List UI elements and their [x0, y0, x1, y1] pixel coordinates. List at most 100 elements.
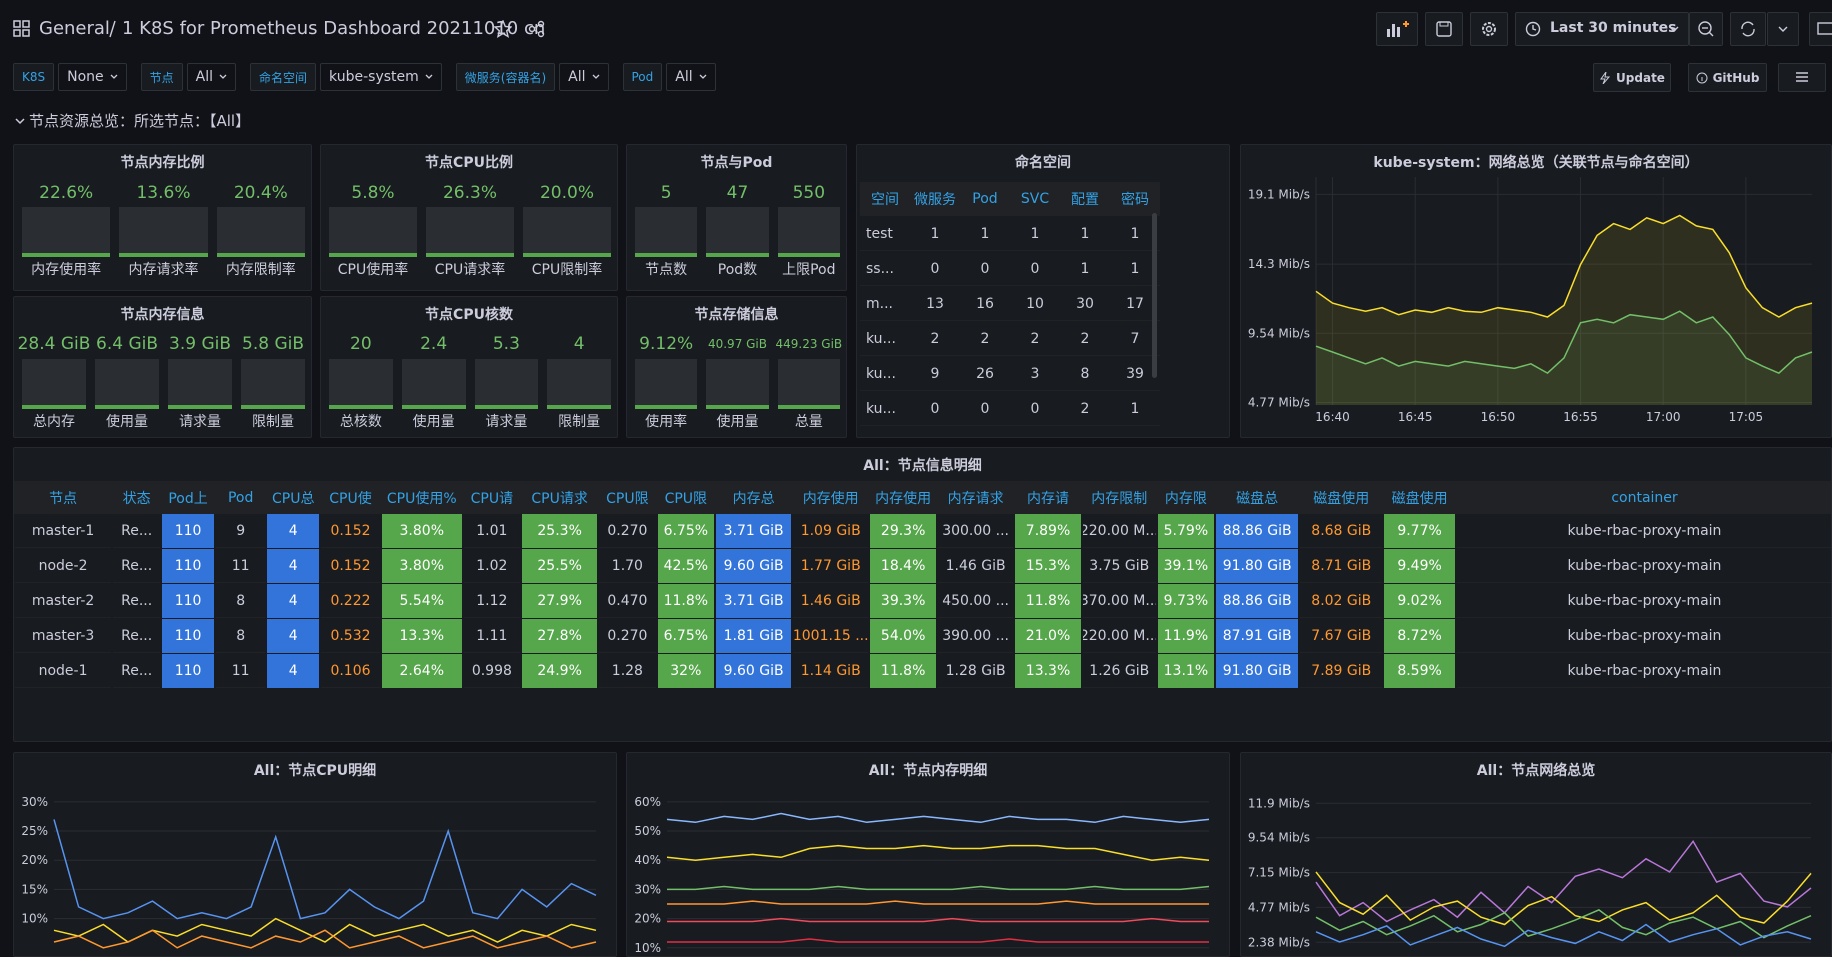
table-cell: 9 — [910, 357, 960, 391]
chart: 2.38 Mib/s 4.77 Mib/s 7.15 Mib/s 9.54 Mib/s… — [1248, 796, 1812, 949]
stat-gauge-fill — [168, 405, 232, 409]
column-header[interactable]: CPU请 — [470, 490, 514, 507]
series-line — [666, 844, 1210, 861]
table-cell: 110 — [162, 619, 214, 653]
variable: Pod All — [622, 63, 716, 91]
table-cell: 0 — [1010, 427, 1060, 438]
tv-mode-button[interactable] — [1809, 12, 1832, 46]
variable-value[interactable]: All — [666, 63, 716, 91]
top-bar: General 1 K8S for Prometheus Dashboard 2… — [0, 0, 1832, 58]
variable-label: Pod — [622, 63, 663, 91]
chevron — [425, 74, 433, 79]
column-header[interactable]: CPU使 — [329, 490, 372, 507]
series-line — [1315, 214, 1813, 318]
column-header[interactable]: 内存使用 — [802, 490, 859, 507]
column-header[interactable]: container — [1611, 489, 1678, 506]
stat-name: CPU限制率 — [531, 262, 603, 278]
stat-name: 限制量 — [252, 414, 294, 430]
stat-gauge — [706, 359, 769, 409]
column-header[interactable]: CPU限 — [606, 490, 649, 507]
column-header[interactable]: CPU限 — [664, 490, 708, 507]
column-header[interactable]: 内存请求 — [947, 490, 1004, 507]
stat-gauge-fill — [22, 253, 111, 257]
stat-value: 22.6% — [39, 183, 94, 203]
column-header[interactable]: 密码 — [1121, 192, 1149, 208]
variables-bar: K8S None 节点 All 命名空间 kube-system 微服务(容器名) All Po… — [13, 63, 716, 91]
column-header[interactable]: CPU使用% — [386, 490, 457, 507]
zoom-out-button[interactable] — [1689, 12, 1723, 46]
settings-button[interactable] — [1470, 12, 1508, 46]
table-cell: 0.152 — [321, 514, 380, 548]
table-cell: 2 — [910, 322, 960, 356]
variable-value[interactable]: All — [559, 63, 609, 91]
stat-gauge — [22, 207, 111, 257]
stat-gauge-fill — [777, 253, 840, 257]
stat-name: 总内存 — [33, 414, 75, 430]
column-header[interactable]: 内存限 — [1164, 490, 1207, 507]
column-header[interactable]: 内存使用 — [875, 490, 932, 507]
table-cell: 11 — [215, 654, 266, 688]
series-line — [53, 819, 597, 920]
stat-value: 449.23 GiB — [775, 337, 843, 351]
refresh-button[interactable] — [1730, 12, 1766, 46]
chevron-line — [592, 74, 599, 79]
table-cell: 11.9% — [1157, 619, 1215, 653]
dashboard-title[interactable]: 1 K8S for Prometheus Dashboard 20211010 … — [122, 18, 546, 39]
column-header[interactable]: 节点 — [49, 490, 78, 507]
variable-value[interactable]: All — [186, 63, 237, 91]
x-tick-label: 16:40 — [1315, 410, 1350, 424]
panel-title: 节点存储信息 — [694, 307, 779, 323]
variable-value[interactable]: kube-system — [320, 63, 442, 91]
add-panel-button[interactable] — [1376, 12, 1418, 46]
column-header[interactable]: 内存总 — [732, 490, 775, 507]
column-header[interactable]: 磁盘使用 — [1391, 490, 1448, 507]
column-header[interactable]: SVC — [1020, 191, 1050, 207]
star-icon[interactable] — [494, 20, 512, 38]
stat-gauge-fill — [241, 405, 305, 409]
clock-icon — [1525, 21, 1541, 37]
column-header[interactable]: 磁盘使用 — [1313, 490, 1370, 507]
table-cell: 13 — [910, 287, 960, 321]
table-cell: 2 — [1010, 322, 1060, 356]
table-cell: 0.532 — [321, 619, 380, 653]
row-header[interactable]: 节点资源总览：所选节点：【All】 — [15, 110, 250, 131]
refresh-interval[interactable] — [1767, 12, 1799, 46]
link-button[interactable]: GitHub — [1688, 63, 1767, 92]
table-cell: 7.89% — [1015, 514, 1081, 548]
column-header[interactable]: 空间 — [871, 192, 899, 208]
table-cell: 8 — [215, 619, 266, 653]
column-header[interactable]: Pod — [972, 191, 998, 207]
column-header[interactable]: CPU总 — [271, 490, 315, 507]
column-header[interactable]: 内存限制 — [1091, 490, 1148, 507]
table-cell: 1 — [1110, 217, 1160, 251]
variable: 命名空间 kube-system — [250, 63, 442, 91]
link-button[interactable]: Update — [1593, 63, 1671, 92]
table-cell: 11.8% — [1015, 584, 1081, 618]
column-header[interactable]: 状态 — [122, 490, 151, 507]
table-cell: 13.3% — [1015, 654, 1081, 688]
table-cell: 0 — [910, 427, 960, 438]
column-header[interactable]: CPU请求 — [531, 490, 588, 507]
menu-button[interactable] — [1778, 63, 1826, 92]
table-cell: 10 — [1010, 287, 1060, 321]
stat-gauge — [401, 359, 466, 409]
column-header[interactable]: 内存请 — [1027, 490, 1070, 507]
column-header[interactable]: Pod上 — [168, 490, 208, 507]
table-cell: 11 — [215, 549, 266, 583]
variable-label: 命名空间 — [250, 63, 317, 91]
save-button[interactable] — [1425, 12, 1463, 46]
table-cell: 0.222 — [321, 584, 380, 618]
time-picker[interactable]: Last 30 minutes — [1515, 12, 1689, 46]
apps-icon[interactable] — [13, 20, 31, 38]
table-cell: 24.9% — [522, 654, 598, 688]
column-header[interactable]: 微服务 — [914, 192, 956, 208]
column-header[interactable]: 磁盘总 — [1236, 490, 1279, 507]
x-tick-label: 17:00 — [1646, 410, 1681, 424]
variable-label: 微服务(容器名) — [455, 63, 556, 91]
variable-value[interactable]: None — [58, 63, 127, 91]
breadcrumb[interactable]: General — [39, 18, 110, 39]
stat-gauge — [216, 207, 305, 257]
column-header[interactable]: 配置 — [1071, 192, 1099, 208]
column-header[interactable]: Pod — [227, 489, 254, 506]
share-icon[interactable] — [528, 20, 546, 38]
